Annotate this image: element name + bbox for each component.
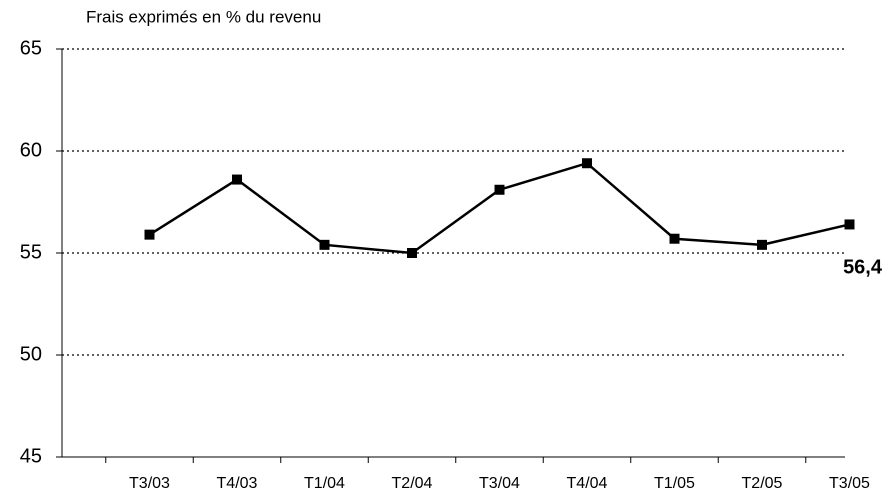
x-tick-label: T2/05 — [742, 475, 783, 492]
marker — [407, 248, 417, 258]
marker — [144, 229, 155, 240]
x-tick-label: T3/04 — [479, 475, 520, 492]
y-tick-label: 45 — [20, 445, 42, 467]
marker — [844, 219, 855, 230]
x-tick-label: T3/03 — [129, 475, 170, 492]
x-tick-label: T4/03 — [217, 475, 258, 492]
marker — [757, 239, 767, 250]
x-tick-label: T1/04 — [304, 475, 345, 492]
y-tick-label: 60 — [20, 139, 42, 161]
y-tick-label: 55 — [20, 241, 42, 263]
x-tick-label: T1/05 — [654, 475, 695, 492]
x-tick-label: T3/05 — [829, 475, 870, 492]
marker — [232, 174, 242, 185]
x-tick-label: T2/04 — [392, 475, 433, 492]
chart-title: Frais exprimés en % du revenu — [86, 7, 321, 26]
marker — [494, 184, 505, 195]
marker — [582, 158, 592, 169]
y-tick-label: 50 — [20, 343, 42, 365]
x-tick-label: T4/04 — [567, 475, 608, 492]
marker — [319, 239, 330, 250]
data-label: 56,4 — [843, 257, 883, 279]
series-line — [148, 161, 850, 255]
marker — [669, 233, 680, 244]
y-tick-label: 65 — [20, 37, 42, 59]
